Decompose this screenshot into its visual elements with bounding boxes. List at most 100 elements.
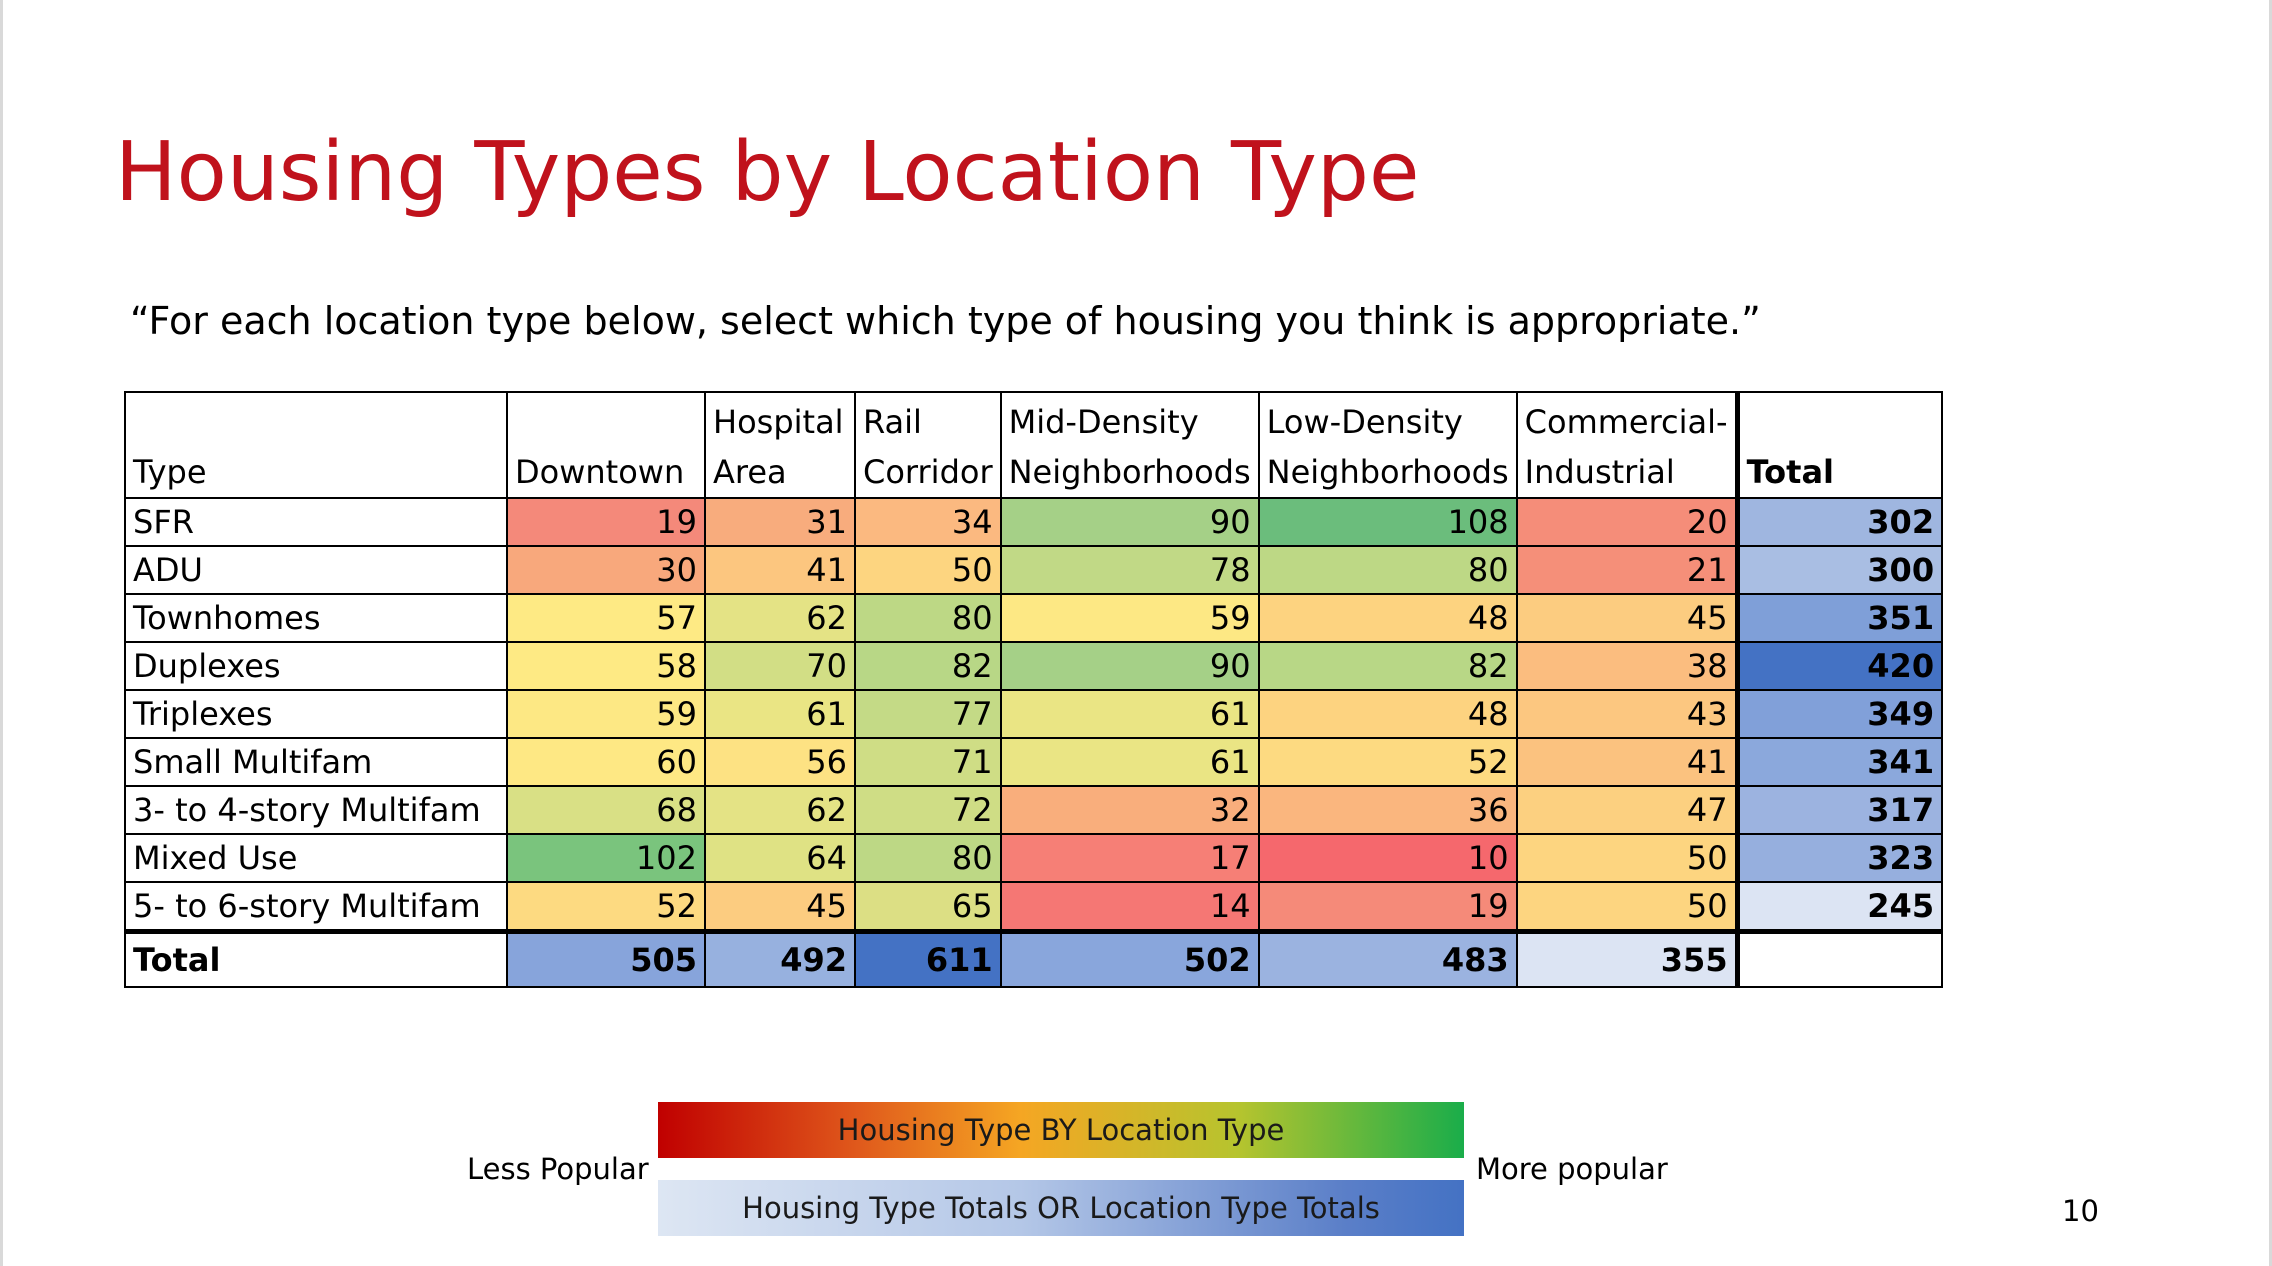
table-cell: 62 [704,785,856,835]
row-label: Duplexes [124,641,508,691]
table-cell: 64 [704,833,856,883]
row-label: Small Multifam [124,737,508,787]
column-header: Hospital Area [704,391,856,499]
table-cell: 34 [854,497,1002,547]
table-cell: 31 [704,497,856,547]
table-cell: 70 [704,641,856,691]
table-cell: 59 [506,689,706,739]
table-cell: 48 [1257,689,1518,739]
table-cell: 108 [1257,497,1518,547]
table-cell: 19 [506,497,706,547]
column-total-cell: 492 [704,929,856,988]
table-cell: 60 [506,737,706,787]
survey-question: “For each location type below, select wh… [130,299,1761,343]
table-cell: 48 [1257,593,1518,643]
column-header-line: Total [1746,453,1834,491]
column-header-line: Industrial [1524,453,1675,491]
table-cell: 41 [1515,737,1739,787]
table-cell: 61 [999,737,1260,787]
slide-title: Housing Types by Location Type [115,125,1420,220]
table-cell: 21 [1515,545,1739,595]
column-header-line: Commercial- [1524,403,1728,441]
column-header-line: Neighborhoods [1266,453,1509,491]
heatmap-legend-bar: Housing Type BY Location Type [658,1102,1464,1158]
table-row: Duplexes 58 70 82 90 82 38 420 [124,641,1944,691]
row-label: 3- to 4-story Multifam [124,785,508,835]
row-total-cell: 341 [1734,737,1944,787]
row-total-cell: 420 [1734,641,1944,691]
table-row: 3- to 4-story Multifam 68 62 72 32 36 47 317 [124,785,1944,835]
table-cell: 82 [854,641,1002,691]
table-cell: 61 [704,689,856,739]
row-total-cell: 349 [1734,689,1944,739]
table-cell: 65 [854,881,1002,933]
table-row: Small Multifam 60 56 71 61 52 41 341 [124,737,1944,787]
table-cell: 19 [1257,881,1518,933]
table-cell: 32 [999,785,1260,835]
table-row: 5- to 6-story Multifam 52 45 65 14 19 50 245 [124,881,1944,933]
column-header-line: Downtown [515,453,685,491]
column-header: Total [1734,391,1944,499]
housing-location-table: Type Downtown Hospital Area Rail Corridor Mid-… [124,391,1944,988]
totals-row: Total 505 492 611 502 483 355 [124,929,1944,988]
row-total-cell: 300 [1734,545,1944,595]
table-cell: 52 [1257,737,1518,787]
table-cell: 57 [506,593,706,643]
table-row: Triplexes 59 61 77 61 48 43 349 [124,689,1944,739]
slide-left-edge [0,0,3,1266]
table-cell: 71 [854,737,1002,787]
table-cell: 56 [704,737,856,787]
column-header-line: Hospital [713,403,844,441]
table-cell: 47 [1515,785,1739,835]
table-cell: 36 [1257,785,1518,835]
column-header-line: Corridor [863,453,993,491]
row-label: Mixed Use [124,833,508,883]
column-total-cell: 505 [506,929,706,988]
table-cell: 50 [1515,881,1739,933]
table-cell: 45 [704,881,856,933]
row-total-cell: 317 [1734,785,1944,835]
table-cell: 80 [854,833,1002,883]
table-cell: 90 [999,497,1260,547]
header-row: Type Downtown Hospital Area Rail Corridor Mid-… [124,391,1944,499]
page-number: 10 [2062,1194,2099,1228]
table-cell: 52 [506,881,706,933]
column-header-line: Mid-Density [1008,403,1199,441]
table-cell: 10 [1257,833,1518,883]
table-cell: 41 [704,545,856,595]
table-cell: 82 [1257,641,1518,691]
row-label: 5- to 6-story Multifam [124,881,508,933]
table-row: Mixed Use 102 64 80 17 10 50 323 [124,833,1944,883]
table-cell: 78 [999,545,1260,595]
column-header: Low-Density Neighborhoods [1257,391,1518,499]
table-cell: 90 [999,641,1260,691]
empty-grand-total-cell [1734,929,1944,988]
totals-row-label: Total [124,929,508,988]
slide-right-edge [2269,0,2272,1266]
row-label: Townhomes [124,593,508,643]
table-cell: 50 [1515,833,1739,883]
table-row: SFR 19 31 34 90 108 20 302 [124,497,1944,547]
table-cell: 38 [1515,641,1739,691]
column-header: Type [124,391,508,499]
column-header-line: Area [713,453,787,491]
table-row: ADU 30 41 50 78 80 21 300 [124,545,1944,595]
table-cell: 43 [1515,689,1739,739]
less-popular-label: Less Popular [467,1152,649,1186]
table-cell: 80 [854,593,1002,643]
column-total-cell: 355 [1515,929,1739,988]
column-header: Commercial- Industrial [1515,391,1739,499]
column-total-cell: 483 [1257,929,1518,988]
table-cell: 20 [1515,497,1739,547]
table-cell: 50 [854,545,1002,595]
table-cell: 62 [704,593,856,643]
table-cell: 45 [1515,593,1739,643]
column-header: Mid-Density Neighborhoods [999,391,1260,499]
table-cell: 30 [506,545,706,595]
totals-legend-bar: Housing Type Totals OR Location Type Tot… [658,1180,1464,1236]
table-cell: 77 [854,689,1002,739]
row-label: SFR [124,497,508,547]
column-total-cell: 611 [854,929,1002,988]
table-row: Townhomes 57 62 80 59 48 45 351 [124,593,1944,643]
table-cell: 68 [506,785,706,835]
